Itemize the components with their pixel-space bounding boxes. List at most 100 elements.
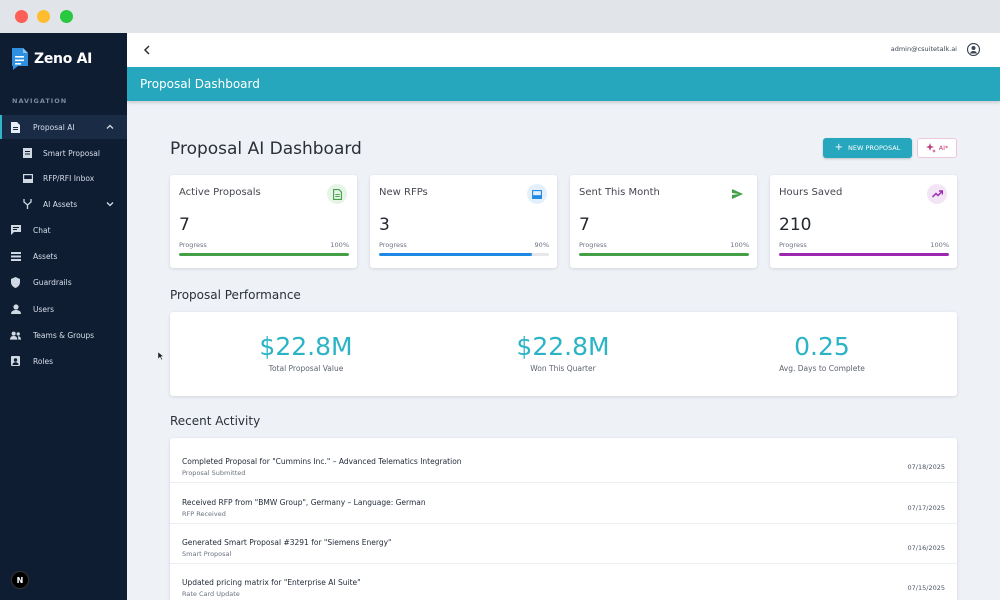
- activity-date: 07/15/2025: [907, 584, 945, 592]
- progress-percent: 100%: [930, 241, 949, 249]
- activity-section-title: Recent Activity: [170, 414, 261, 428]
- sidebar-item-label: AI Assets: [43, 199, 78, 209]
- list-item[interactable]: Completed Proposal for "Cummins Inc." – …: [170, 443, 957, 483]
- activity-subtitle: Smart Proposal: [182, 550, 232, 558]
- brand-logo[interactable]: Zeno AI: [10, 46, 92, 72]
- stat-card-hours-saved[interactable]: Hours Saved 210 Progress 100%: [770, 175, 957, 268]
- minimize-window-button[interactable]: [37, 10, 50, 23]
- chat-icon: [10, 225, 21, 236]
- activity-title: Completed Proposal for "Cummins Inc." – …: [182, 457, 462, 466]
- new-proposal-label: NEW PROPOSAL: [848, 144, 901, 152]
- stat-card-sent-this-month[interactable]: Sent This Month 7 Progress 100%: [570, 175, 757, 268]
- progress-bar: [379, 253, 549, 256]
- sidebar-item-label: Proposal AI: [33, 122, 75, 132]
- sidebar-item-label: RFP/RFI Inbox: [43, 173, 95, 183]
- progress-bar: [579, 253, 749, 256]
- page-header: Proposal Dashboard: [127, 67, 1000, 101]
- sidebar-item-assets[interactable]: Assets: [0, 244, 127, 268]
- inbox-icon: [22, 173, 33, 184]
- page-header-title: Proposal Dashboard: [140, 77, 260, 91]
- sidebar-item-label: Guardrails: [33, 277, 72, 287]
- activity-date: 07/16/2025: [907, 544, 945, 552]
- sidebar-item-users[interactable]: Users: [0, 297, 127, 321]
- framework-badge[interactable]: N: [11, 571, 29, 589]
- sidebar-item-smart-proposal[interactable]: Smart Proposal: [0, 141, 127, 165]
- progress-label: Progress: [179, 241, 207, 249]
- stat-card-value: 7: [579, 215, 590, 235]
- sidebar-item-rfp-inbox[interactable]: RFP/RFI Inbox: [0, 166, 127, 190]
- sidebar-item-ai-assets[interactable]: AI Assets: [0, 192, 127, 216]
- metric-label: Avg. Days to Complete: [779, 364, 865, 373]
- zeno-logo-icon: [10, 47, 30, 71]
- send-icon: [727, 184, 747, 204]
- sidebar-item-chat[interactable]: Chat: [0, 218, 127, 242]
- activity-title: Received RFP from "BMW Group", Germany –…: [182, 498, 426, 507]
- sidebar-item-proposal-ai[interactable]: Proposal AI: [0, 115, 127, 139]
- brand-name: Zeno AI: [34, 51, 93, 67]
- close-window-button[interactable]: [15, 10, 28, 23]
- stat-card-new-rfps[interactable]: New RFPs 3 Progress 90%: [370, 175, 557, 268]
- shield-icon: [10, 276, 21, 288]
- sidebar-item-label: Roles: [33, 356, 54, 366]
- list-item[interactable]: Generated Smart Proposal #3291 for "Siem…: [170, 524, 957, 564]
- chevron-up-icon[interactable]: [105, 122, 115, 132]
- list-item[interactable]: Updated pricing matrix for "Enterprise A…: [170, 564, 957, 600]
- metric-avg-days: 0.25 Avg. Days to Complete: [722, 332, 922, 373]
- activity-date: 07/18/2025: [907, 463, 945, 471]
- page-title: Proposal AI Dashboard: [170, 139, 362, 159]
- activity-subtitle: RFP Received: [182, 510, 226, 518]
- plus-icon: +: [834, 142, 843, 153]
- sidebar-item-label: Chat: [33, 225, 51, 235]
- document-icon: [327, 184, 347, 204]
- metric-label: Won This Quarter: [530, 364, 596, 373]
- progress-bar-fill: [779, 253, 949, 256]
- progress-bar-fill: [179, 253, 349, 256]
- inbox-icon: [527, 184, 547, 204]
- sidebar-item-teams-groups[interactable]: Teams & Groups: [0, 323, 127, 347]
- stat-card-value: 7: [179, 215, 190, 235]
- list-icon: [10, 251, 21, 262]
- stat-card-active-proposals[interactable]: Active Proposals 7 Progress 100%: [170, 175, 357, 268]
- progress-percent: 100%: [330, 241, 349, 249]
- stat-card-label: Sent This Month: [579, 187, 660, 198]
- progress-bar-fill: [379, 253, 532, 256]
- group-icon: [10, 330, 21, 341]
- sidebar-item-label: Users: [33, 304, 55, 314]
- progress-label: Progress: [779, 241, 807, 249]
- sidebar: Zeno AI NAVIGATION Proposal AI Smart Pro…: [0, 33, 127, 600]
- id-badge-icon: [10, 356, 21, 367]
- metric-won-this-quarter: $22.8M Won This Quarter: [463, 332, 663, 373]
- window-titlebar: [0, 0, 1000, 33]
- activity-title: Updated pricing matrix for "Enterprise A…: [182, 578, 361, 587]
- activity-subtitle: Proposal Submitted: [182, 469, 246, 477]
- performance-section-title: Proposal Performance: [170, 288, 301, 302]
- metric-value: $22.8M: [516, 332, 610, 361]
- top-bar: admin@csuitetalk.ai: [127, 33, 1000, 67]
- stat-card-value: 3: [379, 215, 390, 235]
- account-circle-icon[interactable]: [967, 43, 980, 56]
- performance-card: $22.8M Total Proposal Value $22.8M Won T…: [170, 312, 957, 396]
- user-icon: [10, 304, 21, 315]
- metric-total-proposal-value: $22.8M Total Proposal Value: [206, 332, 406, 373]
- sidebar-item-label: Assets: [33, 251, 58, 261]
- progress-bar: [779, 253, 949, 256]
- activity-date: 07/17/2025: [907, 504, 945, 512]
- sidebar-item-roles[interactable]: Roles: [0, 349, 127, 373]
- progress-percent: 100%: [730, 241, 749, 249]
- metric-value: 0.25: [794, 332, 850, 361]
- progress-label: Progress: [579, 241, 607, 249]
- chevron-left-icon[interactable]: [141, 43, 153, 57]
- progress-bar: [179, 253, 349, 256]
- stat-card-label: Hours Saved: [779, 187, 843, 198]
- list-item[interactable]: Received RFP from "BMW Group", Germany –…: [170, 484, 957, 524]
- chevron-down-icon[interactable]: [105, 199, 115, 209]
- new-proposal-button[interactable]: + NEW PROPOSAL: [823, 138, 912, 158]
- ai-button[interactable]: AI*: [917, 138, 957, 158]
- maximize-window-button[interactable]: [60, 10, 73, 23]
- sidebar-item-guardrails[interactable]: Guardrails: [0, 270, 127, 294]
- fork-icon: [22, 199, 33, 210]
- activity-list: Completed Proposal for "Cummins Inc." – …: [170, 438, 957, 600]
- trending-up-icon: [927, 184, 947, 204]
- document-icon: [22, 148, 33, 159]
- progress-label: Progress: [379, 241, 407, 249]
